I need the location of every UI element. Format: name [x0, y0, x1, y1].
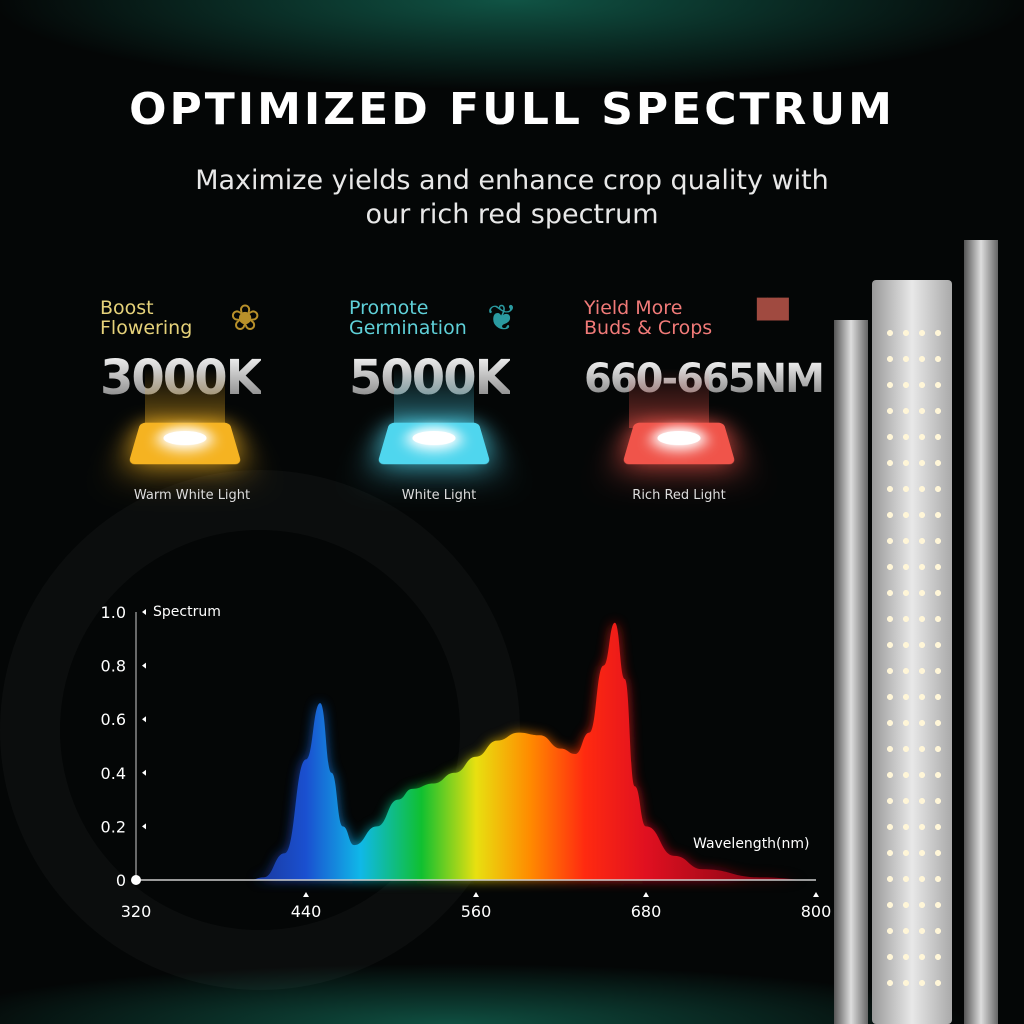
feature-label: Yield More [584, 297, 683, 319]
feature-red: Yield More Buds & Crops ▮▮▮ 660-665NM Ric… [584, 290, 825, 503]
light-beam [394, 368, 474, 428]
x-tick-label: 320 [121, 902, 152, 921]
feature-label: Promote [349, 297, 429, 319]
x-tick-marker [813, 892, 819, 897]
feature-value: 3000K [100, 350, 263, 406]
fixture-rail [964, 240, 998, 1024]
bar-growth-icon: ▮▮▮ [754, 290, 791, 325]
sprout-icon: ❦ [487, 298, 518, 339]
led-array [882, 320, 942, 1000]
y-tick-marker [142, 769, 146, 776]
feature-label: Boost [100, 297, 154, 319]
x-tick-marker [473, 892, 479, 897]
feature-caption: Rich Red Light [632, 488, 726, 503]
subtitle: Maximize yields and enhance crop quality… [0, 164, 1024, 232]
feature-caption: Warm White Light [133, 488, 251, 503]
page-title: OPTIMIZED FULL SPECTRUM [129, 84, 895, 135]
x-tick-label: 560 [461, 902, 492, 921]
feature-value: 5000K [349, 350, 512, 406]
y-tick-marker [142, 823, 146, 830]
origin-dot [131, 875, 141, 885]
y-tick-label: 0.2 [101, 817, 126, 836]
x-tick-label: 440 [291, 902, 322, 921]
light-beam [629, 368, 709, 428]
feature-label: Buds & Crops [584, 317, 713, 339]
tulip-icon: ❀ [230, 298, 261, 339]
subtitle-line: Maximize yields and enhance crop quality… [195, 165, 829, 196]
light-beam [145, 368, 225, 428]
feature-value: 660-665NM [584, 356, 825, 402]
y-tick-marker [142, 662, 146, 669]
feature-germination: Promote Germination ❦ 5000K White Light [349, 297, 569, 503]
fixture-rail [834, 320, 868, 1024]
y-tick-marker [142, 609, 146, 615]
feature-label: Flowering [100, 317, 193, 339]
x-tick-label: 800 [801, 902, 832, 921]
x-tick-label: 680 [631, 902, 662, 921]
spectrum-area [136, 622, 816, 880]
y-tick-label: 0.6 [101, 710, 126, 729]
grow-light-fixture [824, 180, 1024, 1024]
x-axis-label: Wavelength(nm) [693, 836, 809, 852]
y-tick-label: 0.4 [101, 764, 126, 783]
feature-flowering: Boost Flowering ❀ 3000K Warm White Light [100, 297, 320, 503]
subtitle-line: our rich red spectrum [365, 199, 659, 230]
y-axis-label: Spectrum [153, 604, 221, 620]
feature-label: Germination [349, 317, 467, 339]
y-tick-label: 0 [116, 871, 126, 890]
y-tick-label: 0.8 [101, 657, 126, 676]
y-tick-label: 1.0 [101, 603, 126, 622]
x-tick-marker [303, 892, 309, 897]
feature-caption: White Light [401, 488, 477, 503]
x-tick-marker [643, 892, 649, 897]
y-tick-marker [142, 716, 146, 723]
